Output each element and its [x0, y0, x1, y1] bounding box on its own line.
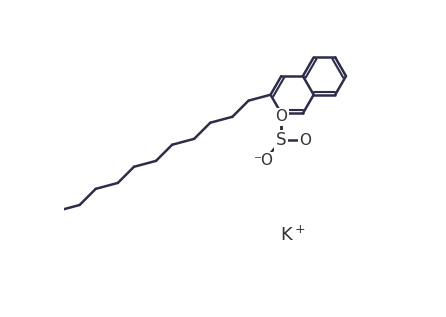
Text: K$^+$: K$^+$	[280, 225, 306, 244]
Text: ⁻O: ⁻O	[254, 153, 274, 168]
Text: O: O	[275, 109, 287, 124]
Text: S: S	[276, 131, 287, 149]
Text: O: O	[299, 133, 311, 148]
